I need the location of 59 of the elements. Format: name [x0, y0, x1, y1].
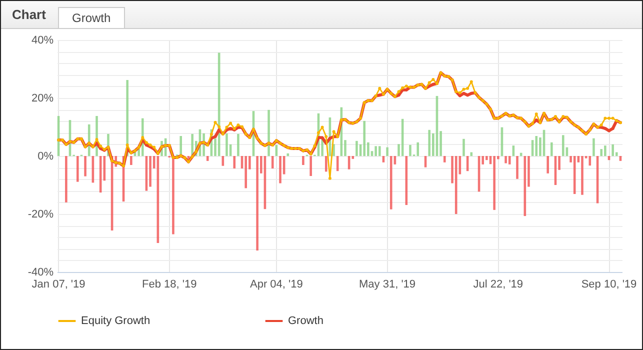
- bar: [363, 120, 366, 156]
- x-tick-label: Jul 22, '19: [473, 278, 524, 290]
- bar: [612, 144, 614, 156]
- x-tick-label: Apr 04, '19: [250, 278, 303, 290]
- bar: [84, 156, 86, 176]
- legend-label: Equity Growth: [81, 315, 150, 327]
- bar: [588, 156, 592, 166]
- x-tick-label: Sep 10, '19: [581, 278, 637, 290]
- bar: [180, 136, 182, 156]
- bar: [65, 156, 68, 202]
- bar: [443, 156, 446, 162]
- bar: [302, 156, 304, 165]
- bar: [462, 138, 465, 156]
- bar: [604, 146, 606, 156]
- y-tick-label: -40%: [28, 266, 54, 278]
- y-tick-label: 0%: [38, 150, 54, 162]
- bar: [324, 156, 328, 172]
- bar: [508, 156, 511, 164]
- bar: [356, 140, 358, 156]
- bar: [486, 156, 488, 160]
- bar: [279, 156, 282, 184]
- bar: [416, 142, 420, 156]
- x-tick-label: Jan 07, '19: [32, 278, 86, 290]
- y-tick-label: 40%: [31, 34, 54, 46]
- bar: [600, 149, 603, 156]
- bar: [206, 156, 209, 161]
- bar: [226, 133, 228, 156]
- bar: [409, 144, 412, 156]
- bar: [390, 156, 392, 210]
- y-tick-label: -20%: [28, 208, 54, 220]
- x-tick-label: May 31, '19: [359, 278, 416, 290]
- chart-title: Chart: [12, 7, 46, 22]
- bar: [581, 156, 584, 195]
- bar: [237, 134, 240, 156]
- bar: [546, 156, 549, 174]
- bar: [493, 156, 496, 210]
- bar: [428, 130, 430, 156]
- bar: [504, 156, 507, 164]
- bar: [244, 156, 247, 188]
- bar: [286, 153, 290, 156]
- bar: [562, 135, 564, 156]
- bar: [374, 146, 377, 156]
- bar: [268, 110, 270, 156]
- bar: [592, 138, 595, 156]
- bar: [535, 136, 538, 156]
- bar: [550, 142, 553, 156]
- bar: [256, 156, 258, 251]
- bar: [386, 147, 388, 156]
- legend-label: Growth: [288, 315, 324, 327]
- bar: [233, 156, 236, 168]
- bar: [149, 156, 152, 187]
- bar: [378, 146, 381, 156]
- bar: [516, 156, 518, 179]
- chart-subtitle: Growth: [58, 7, 125, 28]
- bar: [76, 156, 79, 182]
- x-tick-label: Feb 18, '19: [142, 278, 197, 290]
- y-tick-label: 20%: [31, 92, 54, 104]
- bar: [130, 156, 132, 165]
- bar: [470, 152, 473, 156]
